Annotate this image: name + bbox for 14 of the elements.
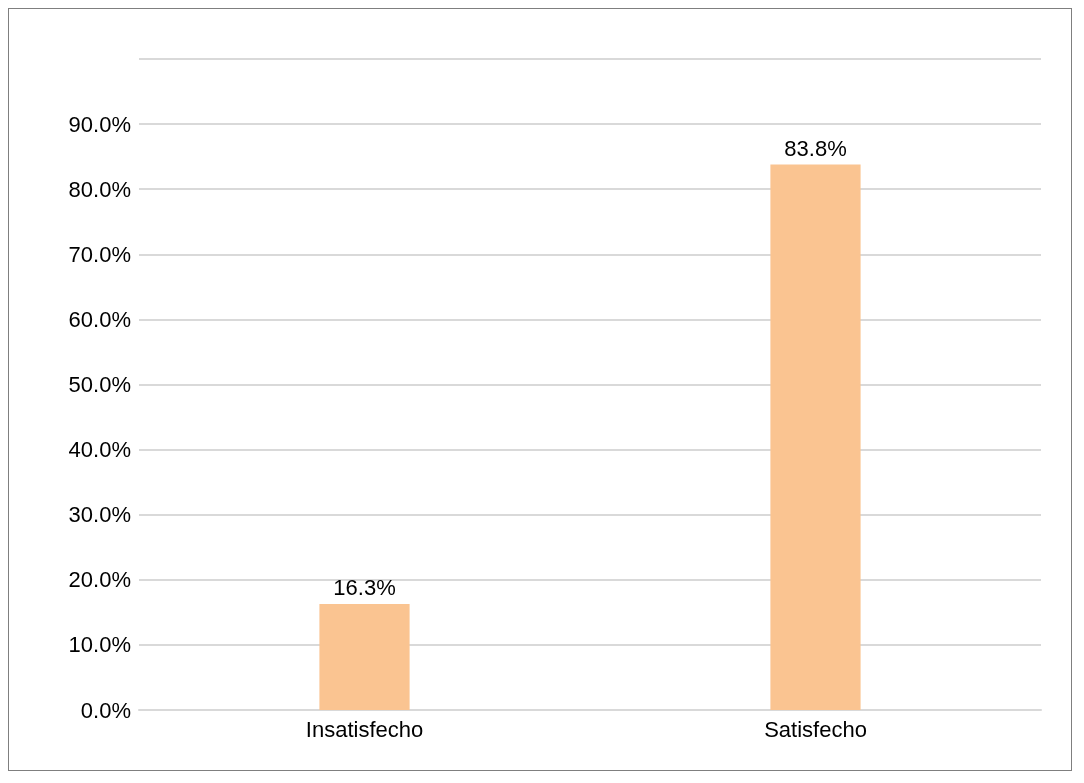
data-label: 16.3% — [333, 575, 396, 601]
y-tick-label: 50.0% — [68, 372, 131, 397]
y-tick-label: 40.0% — [68, 437, 131, 463]
y-tick-label: 20.0% — [68, 567, 131, 593]
x-tick-label: Insatisfecho — [305, 716, 424, 742]
y-tick-label: 70.0% — [68, 241, 131, 267]
data-label: 83.8% — [784, 135, 847, 161]
y-tick-label: 90.0% — [68, 111, 131, 137]
y-tick-label: 60.0% — [68, 306, 131, 332]
x-tick-label: Satisfecho — [764, 716, 867, 742]
y-tick-label: 0.0% — [80, 697, 131, 723]
y-tick-label: 80.0% — [68, 176, 131, 202]
y-tick-label: 10.0% — [68, 632, 131, 658]
y-tick-label: 30.0% — [68, 502, 131, 528]
